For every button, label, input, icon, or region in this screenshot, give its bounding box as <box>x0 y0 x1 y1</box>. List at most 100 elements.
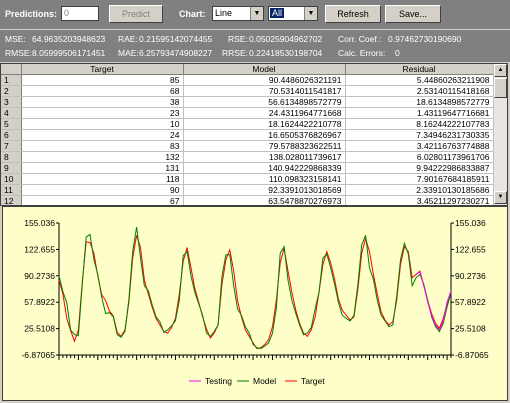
target-cell[interactable]: 90 <box>21 184 184 196</box>
row-number: 11 <box>1 184 22 196</box>
residual-cell[interactable]: 3.45211297230271 <box>345 195 494 205</box>
row-number: 3 <box>1 96 22 108</box>
rrse-value: 0.22418530198704 <box>249 48 323 58</box>
error-stats-panel: MSE: 64.9635203948623 RAE: 0.21595142074… <box>0 30 510 62</box>
model-cell[interactable]: 16.6505376826967 <box>183 129 346 141</box>
chevron-down-icon[interactable]: ▼ <box>304 7 317 20</box>
row-number: 8 <box>1 151 22 163</box>
chevron-down-icon[interactable]: ▼ <box>250 7 263 20</box>
y-tick-label-left: 25.5108 <box>24 324 55 334</box>
chart-range-value: All <box>270 8 285 18</box>
model-cell[interactable]: 63.5478870276973 <box>183 195 346 205</box>
target-cell[interactable]: 23 <box>21 107 184 119</box>
target-cell[interactable]: 85 <box>21 74 184 86</box>
mae-value: 6.25793474908227 <box>139 48 213 58</box>
series-line-model <box>58 227 452 350</box>
legend-label-model: Model <box>253 376 276 386</box>
y-tick-label-left: 57.8922 <box>24 297 55 307</box>
table-row[interactable]: 10 118 110.098323158141 7.90167684185911 <box>1 173 494 185</box>
row-number: 12 <box>1 195 22 205</box>
model-cell[interactable]: 90.4486026321191 <box>183 74 346 86</box>
residual-cell[interactable]: 6.02801173961706 <box>345 151 494 163</box>
row-number: 2 <box>1 85 22 97</box>
table-row[interactable]: 5 10 18.1624422210778 8.16244222107783 <box>1 118 494 130</box>
residual-cell[interactable]: 9.94222986833887 <box>345 162 494 174</box>
series-line-testing <box>415 271 452 331</box>
residual-cell[interactable]: 8.16244222107783 <box>345 118 494 130</box>
model-cell[interactable]: 140.942229868339 <box>183 162 346 174</box>
model-cell[interactable]: 138.028011739617 <box>183 151 346 163</box>
target-cell[interactable]: 83 <box>21 140 184 152</box>
target-cell[interactable]: 38 <box>21 96 184 108</box>
table-row[interactable]: 4 23 24.4311964771668 1.43119647716681 <box>1 107 494 119</box>
table-row[interactable]: 6 24 16.6505376826967 7.34946231730335 <box>1 129 494 141</box>
row-number: 4 <box>1 107 22 119</box>
model-cell[interactable]: 79.5788323622511 <box>183 140 346 152</box>
legend-label-testing: Testing <box>205 376 232 386</box>
model-cell[interactable]: 18.1624422210778 <box>183 118 346 130</box>
column-header-target[interactable]: Target <box>21 64 184 75</box>
scroll-thumb[interactable] <box>494 78 507 98</box>
target-cell[interactable]: 67 <box>21 195 184 205</box>
target-cell[interactable]: 24 <box>21 129 184 141</box>
table-row[interactable]: 2 68 70.5314011541817 2.53140115418168 <box>1 85 494 97</box>
vertical-scrollbar[interactable]: ▲ ▼ <box>493 64 507 205</box>
predict-button[interactable]: Predict <box>109 5 163 23</box>
y-tick-label-right: 90.2736 <box>455 271 486 281</box>
residual-cell[interactable]: 5.44860263211908 <box>345 74 494 86</box>
residual-cell[interactable]: 7.34946231730335 <box>345 129 494 141</box>
save-button[interactable]: Save... <box>385 5 441 23</box>
row-number-header <box>1 64 22 75</box>
y-tick-label-right: 25.5108 <box>455 324 486 334</box>
rae-label: RAE: <box>118 34 138 44</box>
scroll-down-icon[interactable]: ▼ <box>494 191 507 204</box>
mse-label: MSE: <box>5 34 26 44</box>
table-row[interactable]: 9 131 140.942229868339 9.94222986833887 <box>1 162 494 174</box>
model-cell[interactable]: 70.5314011541817 <box>183 85 346 97</box>
model-cell[interactable]: 92.3391013018569 <box>183 184 346 196</box>
row-number: 6 <box>1 129 22 141</box>
chart-type-select[interactable]: Line ▼ <box>212 6 264 21</box>
chart-range-select[interactable]: All ▼ <box>268 6 318 21</box>
residual-cell[interactable]: 1.43119647716681 <box>345 107 494 119</box>
table-row[interactable]: 7 83 79.5788323622511 3.42116763774888 <box>1 140 494 152</box>
target-cell[interactable]: 132 <box>21 151 184 163</box>
model-cell[interactable]: 56.6134898572779 <box>183 96 346 108</box>
y-tick-label-left: 155.036 <box>24 218 55 228</box>
rmse-value: 8.05999506171451 <box>32 48 106 58</box>
target-cell[interactable]: 131 <box>21 162 184 174</box>
mse-value: 64.9635203948623 <box>32 34 106 44</box>
predictions-input[interactable]: 0 <box>61 6 99 21</box>
calc-errors-value: 0 <box>395 48 400 58</box>
target-cell[interactable]: 68 <box>21 85 184 97</box>
rmse-label: RMSE: <box>5 48 32 58</box>
residual-cell[interactable]: 2.33910130185686 <box>345 184 494 196</box>
table-body: 1 85 90.4486026321191 5.44860263211908 2 68 70… <box>1 74 494 205</box>
row-number: 9 <box>1 162 22 174</box>
model-cell[interactable]: 24.4311964771668 <box>183 107 346 119</box>
rrse-label: RRSE: <box>222 48 248 58</box>
row-number: 7 <box>1 140 22 152</box>
residual-cell[interactable]: 7.90167684185911 <box>345 173 494 185</box>
table-row[interactable]: 3 38 56.6134898572779 18.6134898572779 <box>1 96 494 108</box>
refresh-button[interactable]: Refresh <box>325 5 381 23</box>
y-tick-label-right: 57.8922 <box>455 297 486 307</box>
y-tick-label-left: -6.87065 <box>21 350 55 360</box>
table-row[interactable]: 1 85 90.4486026321191 5.44860263211908 <box>1 74 494 86</box>
table-row[interactable]: 12 67 63.5478870276973 3.45211297230271 <box>1 195 494 205</box>
table-row[interactable]: 11 90 92.3391013018569 2.33910130185686 <box>1 184 494 196</box>
table-row[interactable]: 8 132 138.028011739617 6.02801173961706 <box>1 151 494 163</box>
residual-cell[interactable]: 3.42116763774888 <box>345 140 494 152</box>
residual-cell[interactable]: 2.53140115418168 <box>345 85 494 97</box>
target-cell[interactable]: 10 <box>21 118 184 130</box>
y-tick-label-left: 122.655 <box>24 244 55 254</box>
rse-label: RSE: <box>228 34 248 44</box>
target-cell[interactable]: 118 <box>21 173 184 185</box>
toolbar: Predictions: 0 Predict Chart: Line ▼ All… <box>0 0 510 29</box>
line-chart: 155.036 155.036 122.655 122.655 90.2736 90.27… <box>21 218 488 386</box>
residual-cell[interactable]: 18.6134898572779 <box>345 96 494 108</box>
scroll-up-icon[interactable]: ▲ <box>494 64 507 77</box>
column-header-residual[interactable]: Residual <box>345 64 494 75</box>
model-cell[interactable]: 110.098323158141 <box>183 173 346 185</box>
column-header-model[interactable]: Model <box>183 64 346 75</box>
